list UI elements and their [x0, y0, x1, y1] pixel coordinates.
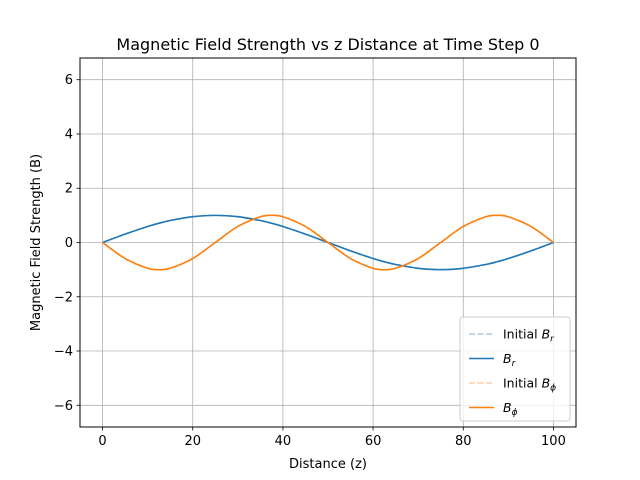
- legend-label-2: Initial Bϕ: [503, 376, 556, 394]
- x-tick-label: 60: [365, 434, 382, 449]
- y-tick-label: 4: [65, 127, 73, 142]
- y-tick-label: −4: [54, 345, 73, 360]
- x-tick-label: 100: [541, 434, 566, 449]
- x-tick-label: 20: [184, 434, 201, 449]
- y-axis-label: Magnetic Field Strength (B): [29, 154, 44, 331]
- y-tick-label: 2: [65, 182, 73, 197]
- legend-label-1: Br: [503, 351, 517, 369]
- series-line-3: [102, 214, 554, 271]
- x-tick-label: 80: [455, 434, 472, 449]
- x-axis-label: Distance (z): [289, 457, 367, 472]
- y-tick-label: −6: [54, 399, 73, 414]
- legend-label-0: Initial Br: [503, 327, 555, 345]
- x-tick-label: 40: [275, 434, 292, 449]
- y-tick-label: 6: [65, 73, 73, 88]
- series-layer: [102, 214, 554, 271]
- y-tick-label: 0: [65, 236, 73, 251]
- chart-title: Magnetic Field Strength vs z Distance at…: [116, 35, 539, 54]
- legend-box: [459, 316, 571, 422]
- ticks: 0 20 40 60 80 100 −6 −4 −2 0 2 4 6: [54, 73, 566, 449]
- legend-label-3: Bϕ: [503, 400, 518, 418]
- y-tick-label: −2: [54, 290, 73, 305]
- legend: Initial Br Br Initial Bϕ Bϕ: [459, 316, 571, 422]
- x-tick-label: 0: [98, 434, 106, 449]
